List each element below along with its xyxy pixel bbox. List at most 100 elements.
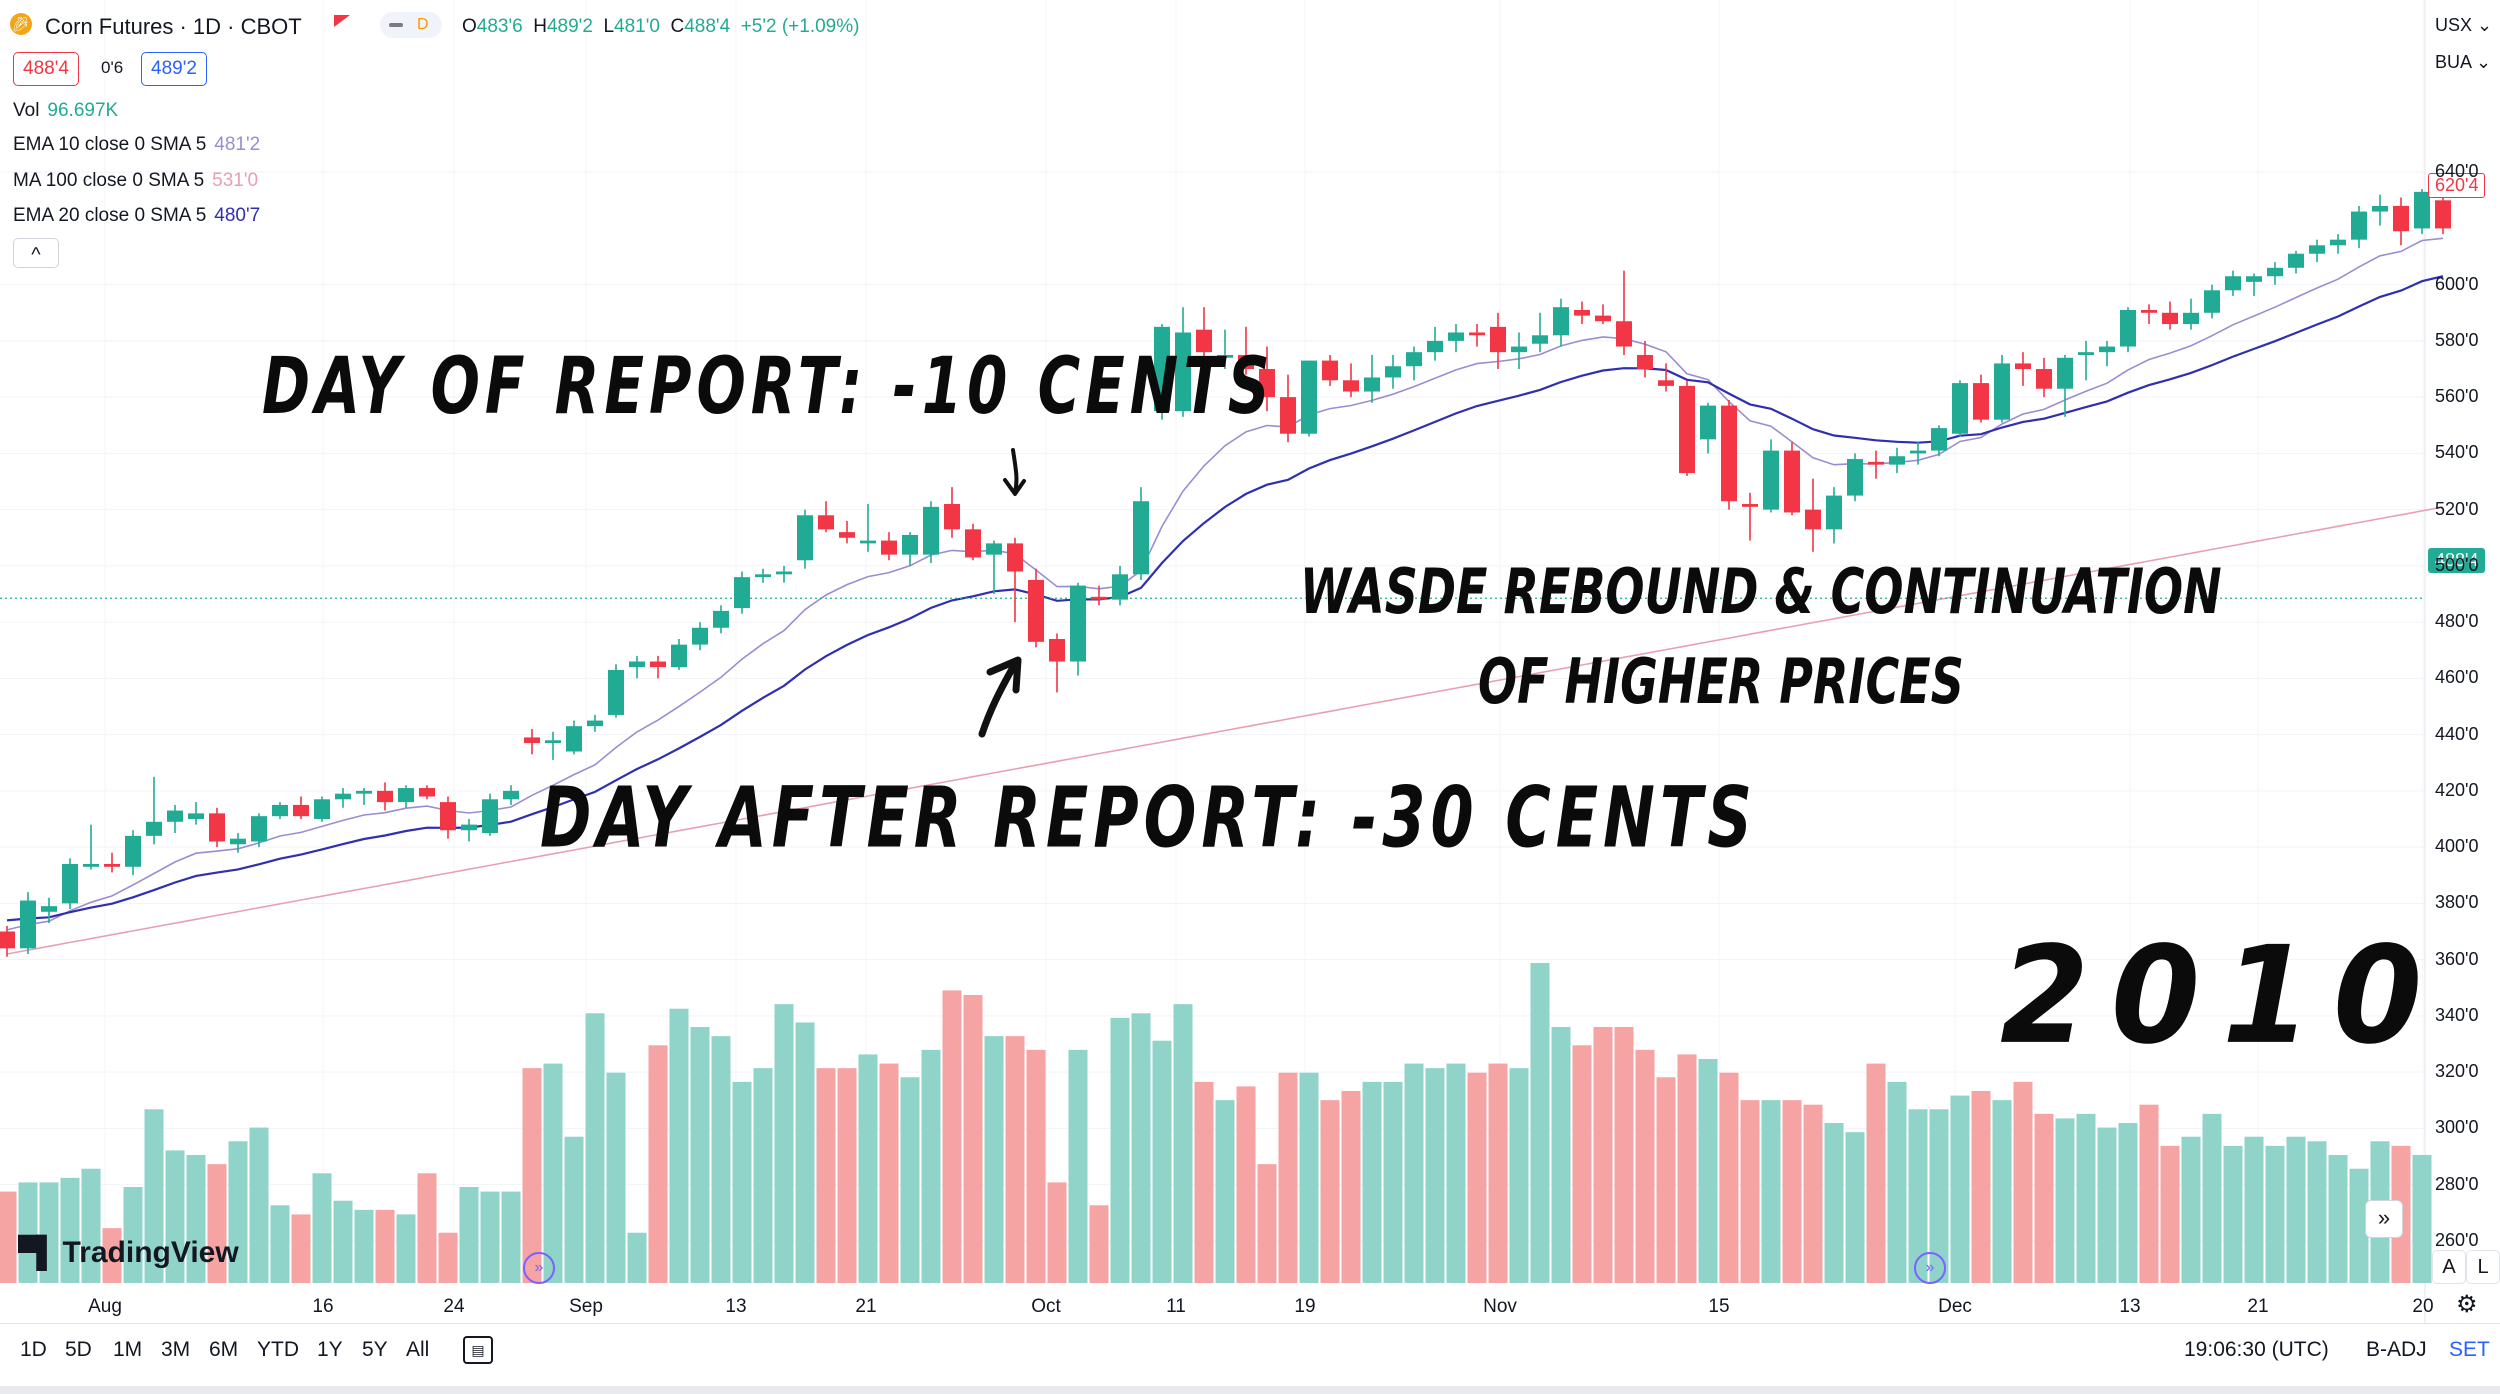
timeframe-button-5d[interactable]: 5D (65, 1338, 92, 1361)
bottom-divider (0, 1323, 2500, 1324)
candle-body (545, 740, 561, 744)
y-tick-label: 540'0 (2435, 442, 2479, 463)
volume-bar (1656, 1077, 1676, 1283)
x-tick-label: Oct (1031, 1296, 1061, 1317)
x-tick-label: 21 (2247, 1296, 2269, 1317)
y-tick-label: 520'0 (2435, 498, 2479, 519)
volume-legend[interactable]: Vol 96.697K (13, 100, 119, 121)
volume-bar (207, 1164, 227, 1283)
volume-bar (1278, 1072, 1298, 1283)
date-range-icon[interactable]: ▤ (463, 1336, 493, 1364)
candle-body (818, 515, 834, 530)
volume-bar (2286, 1136, 2306, 1283)
timeframe-button-1y[interactable]: 1Y (317, 1338, 343, 1361)
timeframe-button-ytd[interactable]: YTD (257, 1338, 299, 1361)
volume-bar (900, 1077, 920, 1283)
bid-button[interactable]: 488'4 (13, 52, 79, 86)
candle-body (1112, 574, 1128, 600)
candle-body (1700, 405, 1716, 440)
volume-bar (2307, 1141, 2327, 1283)
volume-bar (2034, 1113, 2054, 1283)
x-tick-label: Nov (1483, 1296, 1517, 1317)
candle-body (797, 515, 813, 561)
candle-body (2435, 200, 2451, 229)
candle-body (2078, 352, 2094, 355)
x-tick-label: 15 (1708, 1296, 1730, 1317)
event-marker-icon[interactable]: » (1914, 1252, 1946, 1284)
volume-bar (438, 1232, 458, 1283)
volume-bar (522, 1068, 542, 1283)
currency-select[interactable]: USX ⌄ (2435, 15, 2493, 35)
volume-bar (921, 1049, 941, 1283)
y-tick-label: 480'0 (2435, 611, 2479, 632)
volume-bar (2160, 1145, 2180, 1283)
volume-bar (417, 1173, 437, 1283)
timeframe-button-5y[interactable]: 5Y (362, 1338, 388, 1361)
timeframe-button-3m[interactable]: 3M (161, 1338, 191, 1361)
volume-bar (1089, 1205, 1109, 1283)
scroll-to-realtime-button[interactable]: » (2365, 1200, 2403, 1238)
ema10-legend[interactable]: EMA 10 close 0 SMA 5 481'2 (13, 134, 261, 155)
candle-body (1910, 450, 1926, 454)
volume-bar (2139, 1104, 2159, 1283)
volume-bar (1992, 1100, 2012, 1283)
symbol-title[interactable]: Corn Futures · 1D · CBOT (45, 14, 302, 39)
candle-body (587, 720, 603, 727)
volume-bar (480, 1191, 500, 1283)
unit-select[interactable]: BUA ⌄ (2435, 52, 2492, 72)
log-scale-button[interactable]: L (2466, 1250, 2500, 1284)
timeframe-button-1m[interactable]: 1M (113, 1338, 143, 1361)
volume-bar (564, 1136, 584, 1283)
arrow-head-icon (1003, 478, 1026, 496)
candle-body (1595, 315, 1611, 322)
ask-button[interactable]: 489'2 (141, 52, 207, 86)
ema20-legend[interactable]: EMA 20 close 0 SMA 5 480'7 (13, 205, 261, 226)
candle-body (1931, 428, 1947, 451)
candle-body (1322, 360, 1338, 381)
adjustment-toggle[interactable]: B-ADJ (2366, 1338, 2427, 1361)
y-tick-label: 560'0 (2435, 386, 2479, 407)
timeframe-button-6m[interactable]: 6M (209, 1338, 239, 1361)
volume-bar (1005, 1036, 1025, 1283)
interval-badge[interactable]: D (380, 12, 442, 38)
volume-bar (249, 1127, 269, 1283)
candle-body (2204, 290, 2220, 313)
candle-body (1658, 380, 1674, 386)
annotation-day-after-report: DAY AFTER REPORT: -30 CENTS (540, 768, 1757, 867)
volume-bar (1782, 1100, 1802, 1283)
event-marker-icon[interactable]: » (523, 1252, 555, 1284)
x-tick-label: 16 (312, 1296, 334, 1317)
timeframe-button-all[interactable]: All (406, 1338, 430, 1361)
flag-icon[interactable] (334, 15, 350, 27)
ma100-legend[interactable]: MA 100 close 0 SMA 5 531'0 (13, 170, 259, 191)
tradingview-logo[interactable]: ▀▌ TradingView (18, 1236, 239, 1269)
volume-bar (81, 1168, 101, 1283)
candle-body (1427, 340, 1443, 353)
volume-bar (123, 1187, 143, 1283)
volume-bar (1047, 1182, 1067, 1283)
volume-bar (543, 1063, 563, 1283)
volume-bar (2349, 1168, 2369, 1283)
timeframe-button-1d[interactable]: 1D (20, 1338, 47, 1361)
candle-body (377, 790, 393, 803)
candle-body (2099, 346, 2115, 353)
clock-readout[interactable]: 19:06:30 (UTC) (2184, 1338, 2329, 1361)
volume-bar (501, 1191, 521, 1283)
volume-bar (858, 1054, 878, 1283)
auto-scale-button[interactable]: A (2432, 1250, 2466, 1284)
collapse-legend-button[interactable]: ^ (13, 238, 59, 268)
candle-body (1784, 450, 1800, 513)
volume-bar (1488, 1063, 1508, 1283)
settlement-toggle[interactable]: SET (2449, 1338, 2490, 1361)
tradingview-logo-icon: ▀▌ (18, 1236, 57, 1269)
candle-body (1952, 383, 1968, 434)
volume-bar (2013, 1081, 2033, 1283)
candle-body (713, 610, 729, 628)
candle-body (902, 534, 918, 555)
volume-bar (2223, 1145, 2243, 1283)
settings-gear-icon[interactable]: ⚙ (2456, 1291, 2478, 1318)
volume-bar (165, 1150, 185, 1283)
symbol-icon: 🌽︎ (10, 13, 32, 35)
candle-body (923, 506, 939, 555)
